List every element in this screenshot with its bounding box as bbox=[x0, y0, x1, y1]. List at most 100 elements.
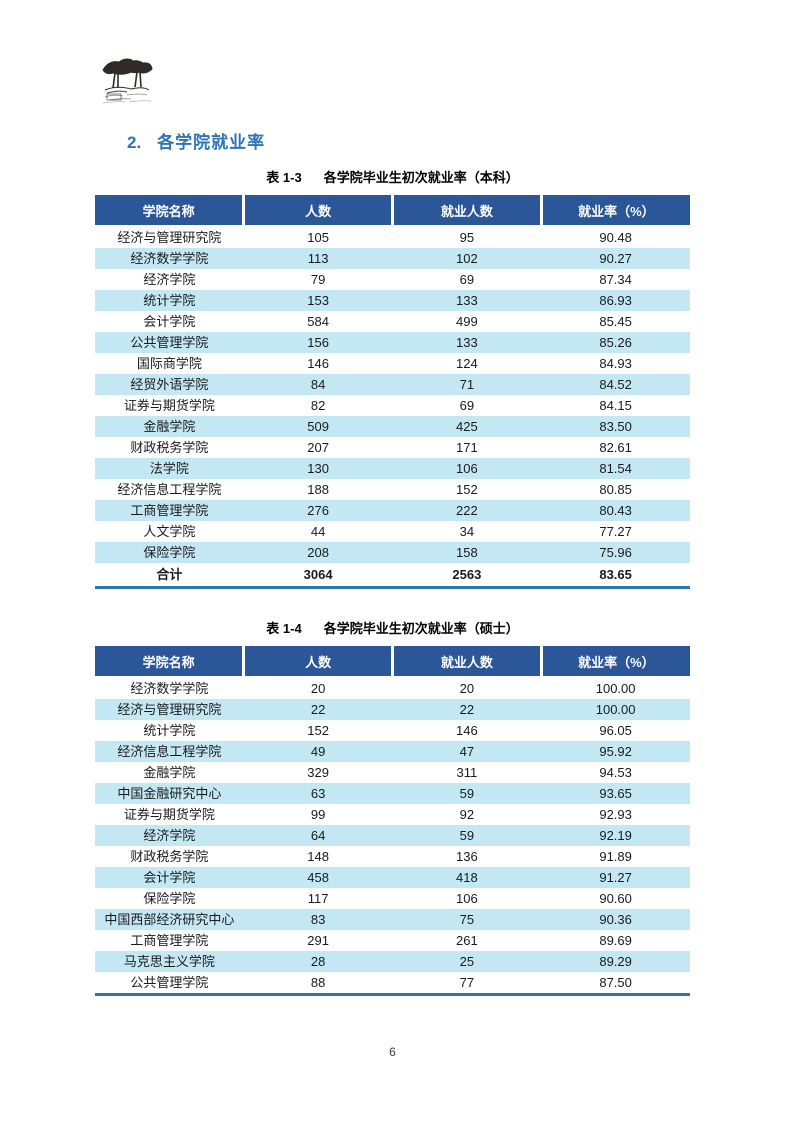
value-cell: 77.27 bbox=[599, 524, 632, 539]
value-cell: 90.48 bbox=[599, 230, 632, 245]
value-cell: 87.50 bbox=[541, 972, 690, 996]
table-row: 金融学院 509 425 83.50 bbox=[95, 416, 690, 437]
value-cell: 136 bbox=[456, 849, 478, 864]
value-cell: 75.96 bbox=[599, 545, 632, 560]
value-cell: 44 bbox=[310, 524, 326, 539]
value-cell: 85.45 bbox=[599, 314, 632, 329]
value-cell: 124 bbox=[456, 356, 478, 371]
value-cell: 208 bbox=[307, 545, 329, 560]
university-logo-icon bbox=[102, 58, 153, 104]
college-name-cell: 经济与管理研究院 bbox=[117, 230, 222, 245]
table-row: 经济数学学院 20 20 100.00 bbox=[95, 677, 690, 699]
value-cell: 207 bbox=[307, 440, 329, 455]
table-row: 财政税务学院 148 136 91.89 bbox=[95, 846, 690, 867]
value-cell: 84.93 bbox=[599, 356, 632, 371]
value-cell: 87.34 bbox=[599, 272, 632, 287]
value-cell: 188 bbox=[307, 482, 329, 497]
value-cell: 95 bbox=[459, 230, 475, 245]
table-row: 经济信息工程学院 188 152 80.85 bbox=[95, 479, 690, 500]
value-cell: 425 bbox=[456, 419, 478, 434]
value-cell: 47 bbox=[459, 744, 475, 759]
value-cell: 88 bbox=[243, 972, 393, 996]
page-number: 6 bbox=[389, 1045, 396, 1059]
value-cell: 81.54 bbox=[599, 461, 632, 476]
value-cell: 80.85 bbox=[599, 482, 632, 497]
college-name-cell: 经济学院 bbox=[143, 272, 196, 287]
table-row: 经济与管理研究院 22 22 100.00 bbox=[95, 699, 690, 720]
value-cell: 20 bbox=[310, 681, 326, 696]
undergrad-employment-table: 学院名称 人数 就业人数 就业率（%） 经济与管理研究院 105 95 90.48 经济数学学… bbox=[95, 195, 690, 589]
college-name-cell: 合计 bbox=[95, 563, 244, 589]
college-name-cell: 证券与期货学院 bbox=[123, 807, 215, 822]
table-caption: 表 1-4 各学院毕业生初次就业率（硕士） bbox=[95, 619, 690, 639]
value-cell: 130 bbox=[307, 461, 329, 476]
value-cell: 84.52 bbox=[599, 377, 632, 392]
table-caption-title: 各学院毕业生初次就业率（本科） bbox=[323, 170, 519, 185]
college-name-cell: 经济数学学院 bbox=[130, 251, 209, 266]
value-cell: 105 bbox=[307, 230, 329, 245]
value-cell: 148 bbox=[307, 849, 329, 864]
table-row: 工商管理学院 291 261 89.69 bbox=[95, 930, 690, 951]
value-cell: 133 bbox=[456, 335, 478, 350]
value-cell: 100.00 bbox=[595, 702, 636, 717]
value-cell: 291 bbox=[307, 933, 329, 948]
value-cell: 153 bbox=[307, 293, 329, 308]
value-cell: 83.50 bbox=[599, 419, 632, 434]
value-cell: 89.29 bbox=[599, 954, 632, 969]
college-name-cell: 金融学院 bbox=[143, 419, 196, 434]
table-row: 经贸外语学院 84 71 84.52 bbox=[95, 374, 690, 395]
value-cell: 95.92 bbox=[599, 744, 632, 759]
table-row: 证券与期货学院 82 69 84.15 bbox=[95, 395, 690, 416]
table-caption-label: 表 1-3 bbox=[266, 170, 302, 185]
table-row: 中国西部经济研究中心 83 75 90.36 bbox=[95, 909, 690, 930]
value-cell: 156 bbox=[307, 335, 329, 350]
table-row: 经济信息工程学院 49 47 95.92 bbox=[95, 741, 690, 762]
table-row: 工商管理学院 276 222 80.43 bbox=[95, 500, 690, 521]
table-row: 经济数学学院 113 102 90.27 bbox=[95, 248, 690, 269]
value-cell: 146 bbox=[307, 356, 329, 371]
table-caption-label: 表 1-4 bbox=[266, 621, 302, 636]
table-row: 统计学院 153 133 86.93 bbox=[95, 290, 690, 311]
table-row: 经济与管理研究院 105 95 90.48 bbox=[95, 226, 690, 248]
value-cell: 59 bbox=[459, 828, 475, 843]
value-cell: 133 bbox=[456, 293, 478, 308]
value-cell: 83.65 bbox=[541, 563, 690, 589]
college-name-cell: 会计学院 bbox=[143, 870, 196, 885]
college-name-cell: 统计学院 bbox=[143, 723, 196, 738]
value-cell: 75 bbox=[459, 912, 475, 927]
table-row: 公共管理学院 156 133 85.26 bbox=[95, 332, 690, 353]
college-name-cell: 国际商学院 bbox=[136, 356, 202, 371]
value-cell: 82.61 bbox=[599, 440, 632, 455]
college-name-cell: 保险学院 bbox=[143, 891, 196, 906]
column-header: 就业人数 bbox=[391, 195, 542, 227]
column-header: 学院名称 bbox=[95, 195, 244, 227]
college-name-cell: 会计学院 bbox=[143, 314, 196, 329]
column-header: 人数 bbox=[242, 646, 393, 678]
table-row: 保险学院 117 106 90.60 bbox=[95, 888, 690, 909]
college-name-cell: 财政税务学院 bbox=[130, 440, 209, 455]
undergrad-table-block: 表 1-3 各学院毕业生初次就业率（本科） 学院名称 人数 就业人数 就业率（%） 经济… bbox=[95, 168, 690, 589]
table-caption-title: 各学院毕业生初次就业率（硕士） bbox=[323, 621, 519, 636]
value-cell: 2563 bbox=[392, 563, 542, 589]
value-cell: 106 bbox=[456, 891, 478, 906]
column-header: 就业人数 bbox=[391, 646, 542, 678]
table-row: 法学院 130 106 81.54 bbox=[95, 458, 690, 479]
value-cell: 79 bbox=[310, 272, 326, 287]
value-cell: 96.05 bbox=[599, 723, 632, 738]
value-cell: 82 bbox=[310, 398, 326, 413]
value-cell: 25 bbox=[459, 954, 475, 969]
column-header: 学院名称 bbox=[95, 646, 244, 678]
college-name-cell: 法学院 bbox=[149, 461, 189, 476]
value-cell: 171 bbox=[456, 440, 478, 455]
value-cell: 80.43 bbox=[599, 503, 632, 518]
value-cell: 117 bbox=[307, 891, 329, 906]
header-row: 学院名称 人数 就业人数 就业率（%） bbox=[95, 195, 690, 227]
total-row: 合计 3064 2563 83.65 bbox=[95, 563, 690, 589]
value-cell: 34 bbox=[459, 524, 475, 539]
section-title: 各学院就业率 bbox=[157, 133, 266, 152]
header-row: 学院名称 人数 就业人数 就业率（%） bbox=[95, 646, 690, 678]
value-cell: 64 bbox=[310, 828, 326, 843]
value-cell: 92.93 bbox=[599, 807, 632, 822]
value-cell: 276 bbox=[307, 503, 329, 518]
masters-table-block: 表 1-4 各学院毕业生初次就业率（硕士） 学院名称 人数 就业人数 就业率（%） 经济… bbox=[95, 619, 690, 996]
